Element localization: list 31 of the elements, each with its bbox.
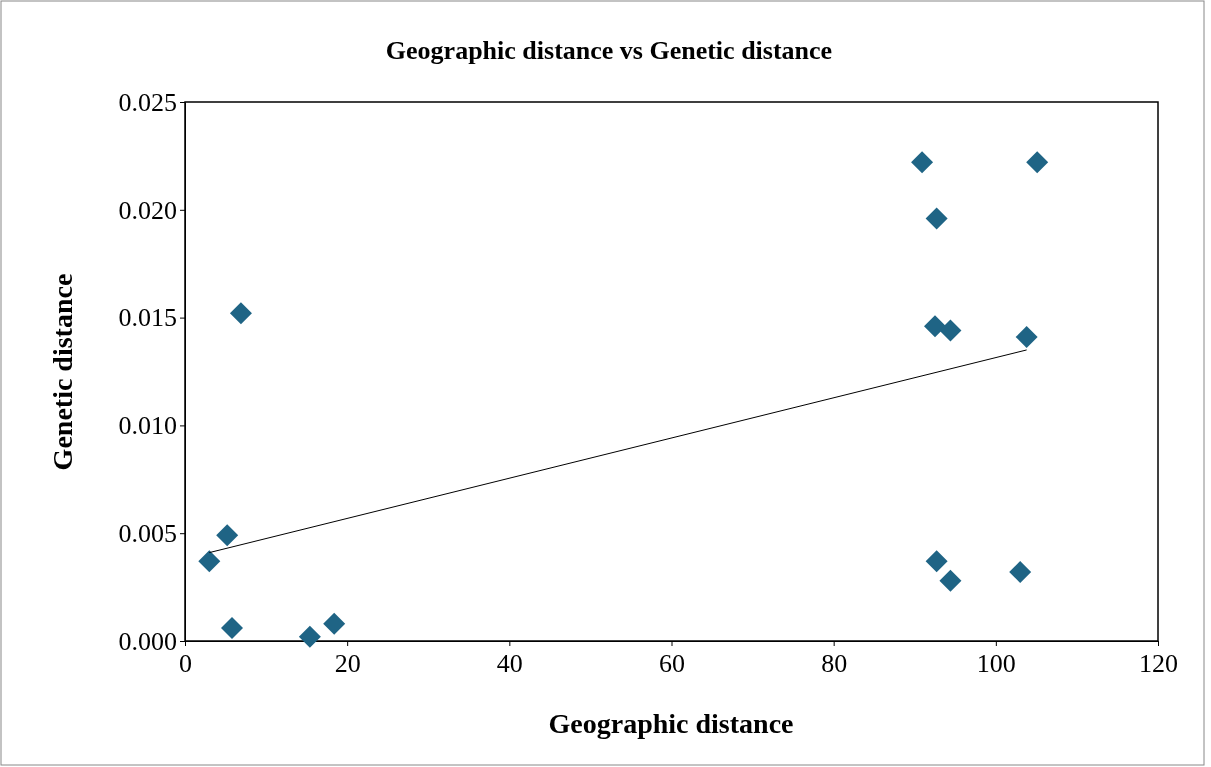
y-tick-label: 0.010 [118,411,177,441]
x-axis-title: Geographic distance [548,708,794,739]
point [925,207,948,230]
point [1009,561,1032,584]
point [229,302,252,325]
point [198,550,221,573]
point [216,524,239,547]
y-axis-title: Genetic distance [47,273,78,471]
point [939,319,962,342]
x-tick-label: 0 [179,649,192,679]
x-tick-label: 20 [334,649,361,679]
point [1026,151,1049,174]
y-tick-label: 0.000 [118,626,177,656]
point [221,617,244,640]
point [925,550,948,573]
point [1015,326,1038,348]
point [939,569,962,592]
x-tick-label: 60 [659,649,685,679]
x-tick-label: 120 [1139,649,1178,679]
x-tick-label: 80 [821,649,848,679]
y-tick-label: 0.025 [118,87,177,117]
x-tick-label: 100 [976,649,1016,679]
x-tick-label: 40 [496,649,523,679]
y-tick-label: 0.005 [118,519,177,549]
chart-title: Geographic distance vs Genetic distance [385,36,833,65]
point [323,612,346,635]
y-tick-label: 0.015 [118,303,177,333]
point [924,315,947,338]
y-tick-label: 0.020 [118,195,177,225]
point [298,625,321,648]
point [911,151,934,174]
